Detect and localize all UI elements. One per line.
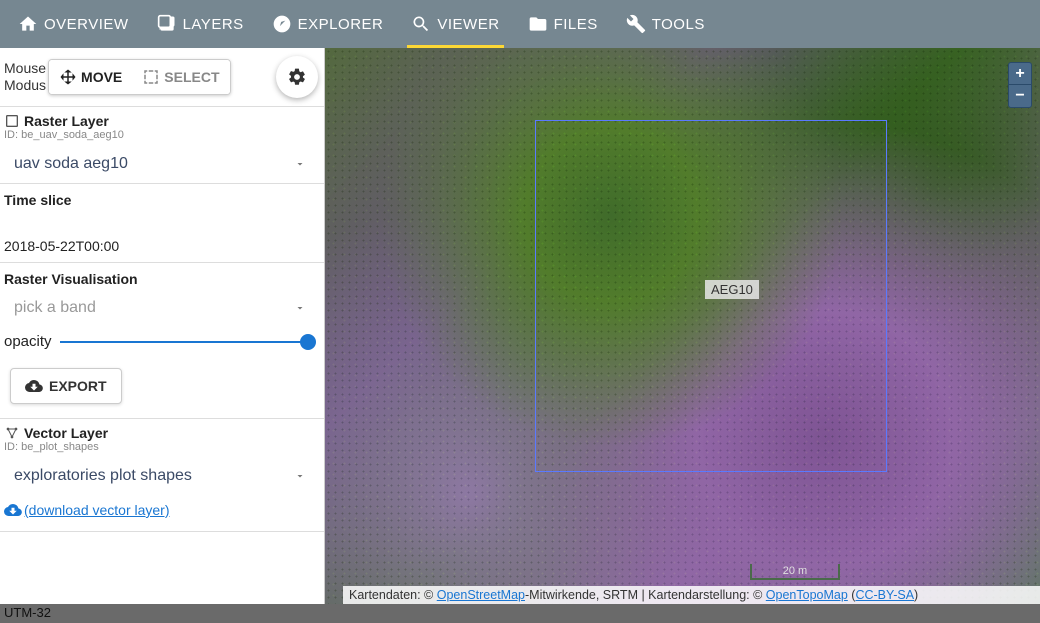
vector-title: Vector Layer	[24, 425, 108, 441]
otm-link[interactable]: OpenTopoMap	[766, 588, 848, 602]
vis-section: Raster Visualisation pick a band opacity…	[0, 263, 324, 419]
vis-label: Raster Visualisation	[0, 263, 324, 289]
mode-label-1: Mouse	[4, 60, 46, 78]
opacity-thumb[interactable]	[300, 334, 316, 350]
raster-title-row: Raster Layer	[0, 107, 324, 129]
raster-select-value: uav soda aeg10	[14, 155, 128, 173]
status-bar: UTM-32	[0, 604, 1040, 623]
raster-id: ID: be_uav_soda_aeg10	[0, 129, 324, 145]
gear-icon	[287, 67, 307, 87]
nav-label: OVERVIEW	[44, 16, 129, 33]
settings-button[interactable]	[276, 56, 318, 98]
time-value: 2018-05-22T00:00	[0, 216, 324, 262]
search-icon	[411, 14, 431, 34]
nav-label: LAYERS	[183, 16, 244, 33]
mode-select-button[interactable]: SELECT	[132, 60, 229, 94]
sidebar: Mouse Modus MOVE SELECT	[0, 48, 325, 604]
scale-label: 20 m	[783, 565, 807, 577]
mode-row: Mouse Modus MOVE SELECT	[0, 48, 324, 107]
export-button[interactable]: EXPORT	[10, 368, 122, 404]
crs-label: UTM-32	[4, 605, 51, 620]
scale-bar: 20 m	[750, 564, 840, 580]
home-icon	[18, 14, 38, 34]
raster-section: Raster Layer ID: be_uav_soda_aeg10 uav s…	[0, 107, 324, 184]
nav-label: VIEWER	[437, 16, 499, 33]
zoom-out-button[interactable]: −	[1009, 85, 1031, 107]
vector-section: Vector Layer ID: be_plot_shapes explorat…	[0, 419, 324, 532]
export-label: EXPORT	[49, 378, 107, 394]
nav-label: TOOLS	[652, 16, 705, 33]
layers-icon	[157, 14, 177, 34]
mode-select-label: SELECT	[164, 69, 219, 85]
mode-label-2: Modus	[4, 77, 46, 95]
nav-explorer[interactable]: EXPLORER	[258, 0, 398, 48]
time-section: Time slice 2018-05-22T00:00	[0, 184, 324, 263]
nav-layers[interactable]: LAYERS	[143, 0, 258, 48]
license-link[interactable]: CC-BY-SA	[855, 588, 914, 602]
mode-move-button[interactable]: MOVE	[49, 60, 132, 94]
mode-toggle: MOVE SELECT	[48, 59, 230, 95]
download-vector-link[interactable]: (download vector layer)	[0, 495, 324, 531]
vector-icon	[4, 425, 20, 441]
compass-icon	[272, 14, 292, 34]
mode-move-label: MOVE	[81, 69, 122, 85]
download-label: (download vector layer)	[24, 502, 170, 518]
raster-icon	[4, 113, 20, 129]
opacity-slider[interactable]	[60, 341, 314, 343]
attr-prefix: Kartendaten: ©	[349, 588, 437, 602]
vector-title-row: Vector Layer	[0, 419, 324, 441]
move-icon	[59, 68, 77, 86]
map-attribution: Kartendaten: © OpenStreetMap-Mitwirkende…	[343, 586, 1040, 604]
top-nav: OVERVIEW LAYERS EXPLORER VIEWER FILES TO…	[0, 0, 1040, 48]
band-placeholder: pick a band	[14, 299, 96, 317]
attr-close: )	[914, 588, 918, 602]
nav-viewer[interactable]: VIEWER	[397, 0, 513, 48]
chevron-down-icon	[294, 302, 306, 314]
time-label: Time slice	[0, 184, 324, 216]
band-select[interactable]: pick a band	[0, 289, 324, 327]
wrench-icon	[626, 14, 646, 34]
osm-link[interactable]: OpenStreetMap	[437, 588, 525, 602]
raster-select[interactable]: uav soda aeg10	[0, 145, 324, 183]
map-viewport[interactable]: AEG10 + − 20 m Kartendaten: © OpenStreet…	[325, 48, 1040, 604]
vector-select-value: exploratories plot shapes	[14, 467, 192, 485]
nav-tools[interactable]: TOOLS	[612, 0, 719, 48]
main-area: Mouse Modus MOVE SELECT	[0, 48, 1040, 604]
attr-mid: -Mitwirkende, SRTM | Kartendarstellung: …	[525, 588, 766, 602]
chevron-down-icon	[294, 470, 306, 482]
select-icon	[142, 68, 160, 86]
vector-id: ID: be_plot_shapes	[0, 441, 324, 457]
nav-overview[interactable]: OVERVIEW	[4, 0, 143, 48]
vector-select[interactable]: exploratories plot shapes	[0, 457, 324, 495]
opacity-row: opacity	[0, 327, 324, 360]
nav-files[interactable]: FILES	[514, 0, 612, 48]
folder-icon	[528, 14, 548, 34]
plot-label: AEG10	[705, 280, 759, 299]
zoom-control: + −	[1008, 62, 1032, 108]
nav-label: FILES	[554, 16, 598, 33]
zoom-in-button[interactable]: +	[1009, 63, 1031, 85]
cloud-download-icon	[4, 501, 22, 519]
nav-label: EXPLORER	[298, 16, 384, 33]
mode-label-group: Mouse Modus	[4, 60, 46, 95]
raster-title: Raster Layer	[24, 113, 109, 129]
opacity-label: opacity	[4, 333, 52, 350]
cloud-download-icon	[25, 377, 43, 395]
chevron-down-icon	[294, 158, 306, 170]
